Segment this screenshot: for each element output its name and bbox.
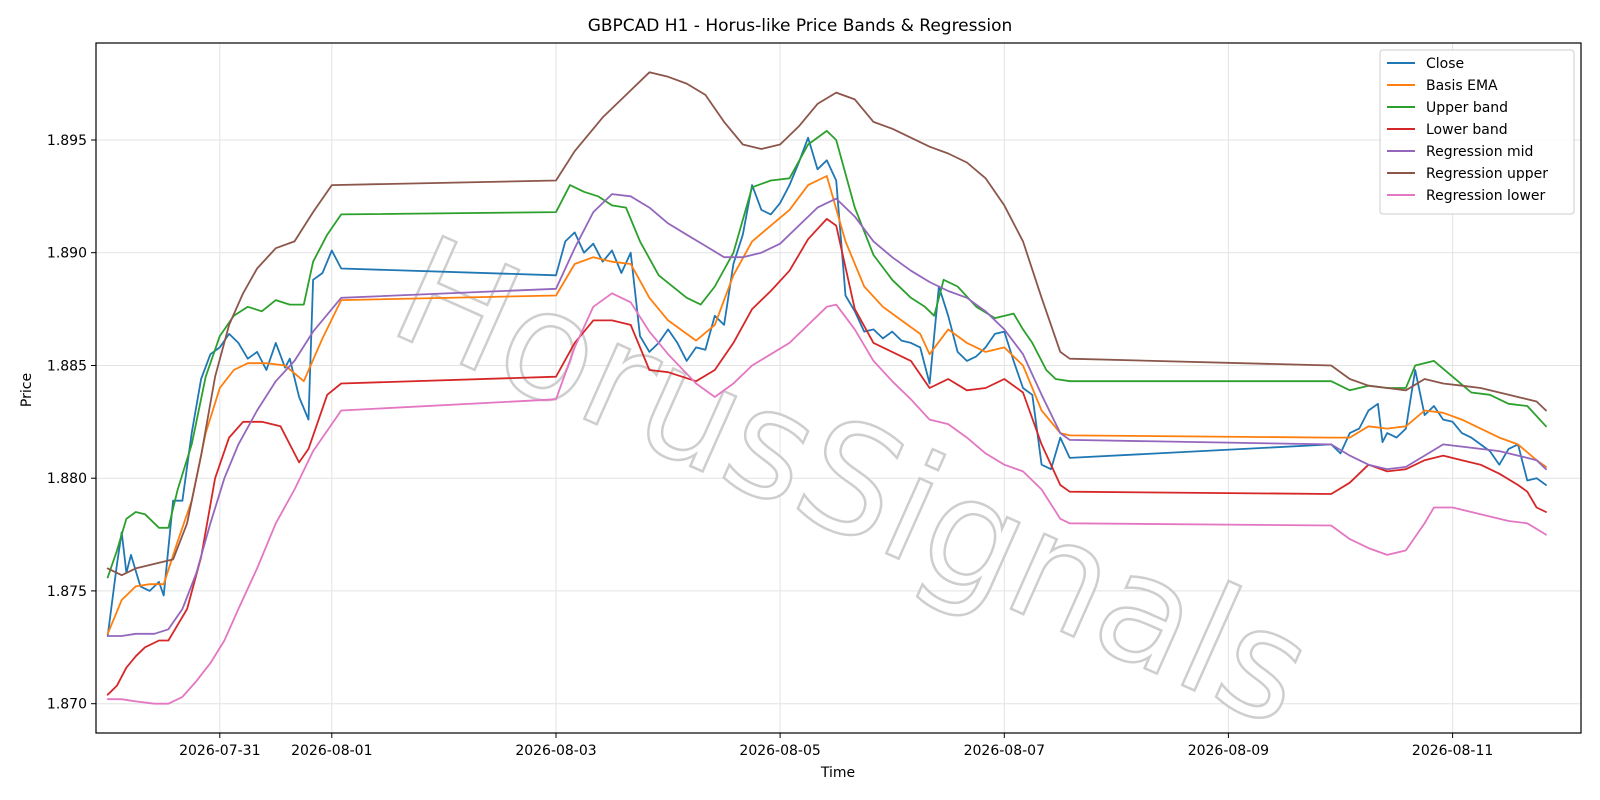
legend-box — [1379, 49, 1575, 215]
grid-lines — [96, 43, 1581, 733]
series-line-lower-band — [106, 217, 1547, 696]
x-tick-label: 2026-08-01 — [291, 743, 372, 759]
y-tick-label: 1.890 — [47, 246, 87, 262]
x-tick-label: 2026-08-11 — [1412, 743, 1493, 759]
legend-label: Close — [1426, 56, 1464, 72]
x-tick-label: 2026-08-07 — [964, 743, 1045, 759]
x-axis-ticks: 2026-07-31 2026-08-01 2026-08-03 2026-08-05… — [179, 733, 1493, 759]
y-tick-label: 1.870 — [47, 697, 87, 713]
y-tick-label: 1.895 — [47, 133, 87, 149]
plot-frame — [95, 42, 1582, 734]
y-axis-ticks: 1.870 1.875 1.880 1.885 1.890 1.895 — [47, 133, 96, 713]
x-tick-label: 2026-08-03 — [515, 743, 596, 759]
legend: Close Basis EMA Upper band Lower band Regres… — [1379, 49, 1575, 215]
x-tick-label: 2026-08-05 — [739, 743, 820, 759]
chart-title: GBPCAD H1 - Horus-like Price Bands & Reg… — [588, 16, 1013, 36]
legend-label: Regression lower — [1426, 188, 1546, 204]
legend-label: Regression upper — [1426, 166, 1548, 182]
series-line-regression-mid — [106, 193, 1547, 637]
legend-label: Basis EMA — [1426, 78, 1498, 94]
y-axis-label: Price — [19, 373, 35, 407]
series-line-regression-upper — [106, 71, 1547, 577]
legend-label: Lower band — [1426, 122, 1508, 138]
series-lines — [106, 71, 1547, 705]
series-line-basis-ema — [106, 175, 1547, 635]
x-tick-label: 2026-08-09 — [1188, 743, 1269, 759]
series-line-close — [106, 136, 1547, 637]
y-tick-label: 1.880 — [47, 471, 87, 487]
x-tick-label: 2026-07-31 — [179, 743, 260, 759]
legend-label: Regression mid — [1426, 144, 1533, 160]
y-tick-label: 1.875 — [47, 584, 87, 600]
y-tick-label: 1.885 — [47, 359, 87, 375]
x-axis-label: Time — [820, 765, 855, 781]
series-line-regression-lower — [106, 292, 1547, 705]
legend-label: Upper band — [1426, 100, 1508, 116]
